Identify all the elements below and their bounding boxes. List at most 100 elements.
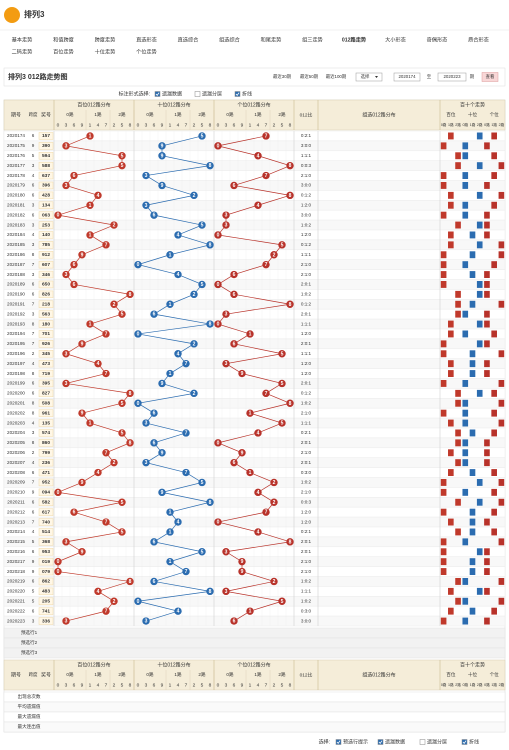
hit-ball [166,528,174,536]
hit-digit: 3 [65,351,68,357]
nav-tab[interactable]: 组选综合 [219,35,241,43]
checkbox[interactable] [194,91,201,97]
footer-option[interactable]: 折线 [469,738,479,745]
number: 205 [42,599,50,605]
row-bg [3,596,506,607]
trend-cell [491,429,497,437]
number: 582 [42,500,50,506]
footer-option[interactable]: 遗漏分层 [427,738,447,745]
nav-tab[interactable]: 个位走势 [136,47,157,55]
checkbox[interactable] [154,91,161,97]
span: 4 [32,529,35,534]
query-text[interactable]: 查看 [486,73,495,80]
trend-cell [476,340,483,348]
digit-header: 1 [89,122,92,128]
span: 6 [32,212,35,217]
trend-sub-header: 个位 [490,111,500,117]
hit-digit: 0 [137,262,140,268]
hit-ball [286,538,294,546]
route-header: 1路 [94,671,102,678]
hit-digit: 4 [177,609,180,615]
footer-option[interactable]: 遗漏数据 [385,738,405,745]
from-value[interactable]: 2020174 [398,74,416,79]
checkbox[interactable] [335,739,342,745]
nav-tab[interactable]: 组三走势 [302,35,323,43]
nav-tab[interactable]: 基本走势 [12,35,33,43]
option-text[interactable]: 遗漏分层 [202,90,222,97]
trend-cell [455,399,461,407]
route-header: 1路 [94,111,102,118]
hit-ball [174,518,182,526]
checkbox[interactable] [461,739,468,745]
ratio: 2:0:1 [301,539,312,544]
issue: 2020197 [7,361,25,366]
hit-ball [102,241,110,249]
footer-option[interactable]: 预选行提示 [343,738,368,745]
issue: 2020211 [7,499,25,504]
nav-tab[interactable]: 直选形态 [136,35,157,43]
span: 5 [32,598,35,603]
trend-cell [491,261,497,269]
span: 6 [32,391,35,396]
query-button[interactable] [481,72,499,82]
hit-digit: 7 [105,520,108,526]
number: 345 [42,351,50,357]
span: 6 [32,381,35,386]
option-text[interactable]: 折线 [242,90,252,97]
header-issue: 期号 [11,672,21,678]
hit-digit: 4 [177,351,180,357]
hit-digit: 3 [65,183,68,189]
issue: 2020180 [7,193,25,198]
nav-tab[interactable]: 质合形态 [468,35,489,43]
period-link[interactable]: 最近100期 [326,73,347,80]
hit-ball [150,577,158,586]
trend-cell [484,439,490,447]
nav-tab[interactable]: 百位走势 [53,47,74,55]
position-header: 十位012路分布 [157,661,190,668]
issue: 2020187 [7,262,25,267]
route-header: 2路 [118,671,126,678]
nav-tab[interactable]: 跨度走势 [95,35,116,43]
checkbox[interactable] [377,739,384,745]
nav-tab[interactable]: 奇偶形态 [427,35,448,43]
from-input[interactable] [393,72,421,82]
option-text[interactable]: 遗漏数据 [162,90,182,97]
header-span: 跨度 [29,671,38,678]
checkbox[interactable] [234,91,241,97]
preset-label: 预选行3 [21,649,38,656]
hit-ball [174,350,182,358]
period-link[interactable]: 最近50期 [300,73,319,80]
hit-digit: 5 [201,549,204,555]
digit-header: 8 [289,122,292,128]
trend-cell [476,498,483,506]
options-label: 标注形式选择: [119,90,150,97]
trend-cell [476,132,483,140]
checkbox[interactable] [419,739,426,745]
hit-ball [246,607,254,615]
nav-tab[interactable]: 直选综合 [178,35,200,43]
hit-digit: 0 [137,331,140,337]
issue: 2020185 [7,242,25,247]
nav-tab[interactable]: 和尾走势 [261,35,282,43]
header-number: 奖号 [41,671,51,678]
issue: 2020214 [7,529,25,534]
hit-ball [214,142,222,150]
ratio: 0:1:2 [301,193,312,198]
trend-sub-header: 十位 [468,671,478,678]
to-input[interactable] [437,72,467,82]
select-box[interactable] [355,72,383,82]
hit-digit: 9 [241,450,244,456]
hit-digit: 7 [265,133,268,139]
period-link[interactable]: 最近30期 [273,73,292,80]
nav-tab[interactable]: 大小形态 [385,35,406,43]
nav-tab[interactable]: 和值跨度 [53,35,74,43]
to-value[interactable]: 2020223 [443,74,461,79]
nav-tab[interactable]: 012路走势 [342,35,367,43]
hit-digit: 6 [153,539,156,545]
nav-tab[interactable]: 二码走势 [12,47,33,55]
ratio: 2:1:0 [301,490,312,495]
nav-tab[interactable]: 十位走势 [95,47,116,55]
number: 218 [42,302,50,308]
number: 953 [42,549,50,555]
select-text[interactable]: 选择 [361,73,370,80]
